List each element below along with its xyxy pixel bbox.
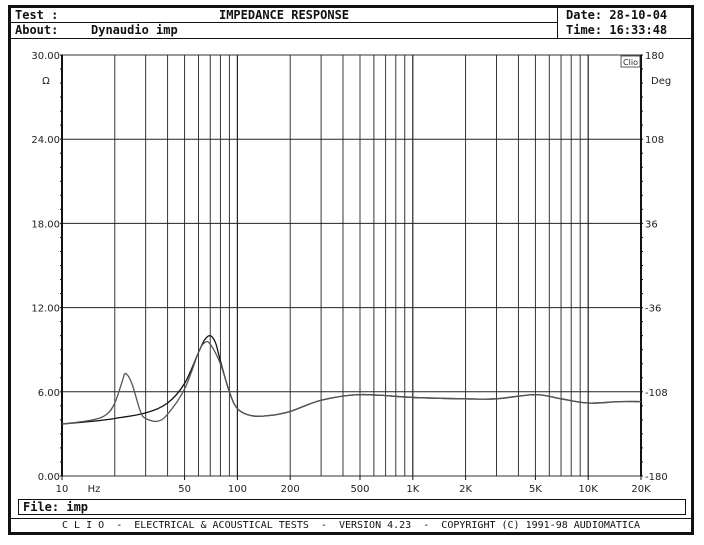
x-unit-label: Hz — [88, 484, 101, 495]
footer-banner: C L I O - ELECTRICAL & ACOUSTICAL TESTS … — [11, 518, 691, 533]
clio-badge — [620, 55, 641, 68]
series-curve-a — [61, 334, 642, 425]
y-unit-label: Ω — [42, 76, 50, 87]
date: Date: 28-10-04 — [566, 8, 668, 22]
y2-tick-label: 108 — [645, 135, 664, 146]
about-value: Dynaudio imp — [91, 23, 178, 37]
y2-tick-label: -180 — [645, 472, 668, 483]
y-tick-label: 0.00 — [38, 472, 60, 483]
x-tick-label: 20K — [631, 484, 651, 495]
x-tick-label: 2K — [459, 484, 472, 495]
y2-tick-label: 180 — [645, 51, 664, 62]
test-label: Test : — [15, 8, 59, 22]
x-tick-label: 5K — [529, 484, 542, 495]
y-tick-label: 18.00 — [31, 219, 60, 230]
file-field: File: imp — [18, 499, 686, 515]
y2-tick-label: 36 — [645, 219, 658, 230]
y2-tick-label: -36 — [645, 304, 661, 315]
header: Test : IMPEDANCE RESPONSE About: Dynaudi… — [11, 8, 691, 39]
about-label: About: — [15, 23, 59, 37]
x-tick-label: 50 — [178, 484, 191, 495]
x-tick-label: 1K — [406, 484, 419, 495]
chart-title: IMPEDANCE RESPONSE — [218, 8, 350, 22]
y-tick-label: 24.00 — [31, 135, 60, 146]
time: Time: 16:33:48 — [566, 23, 668, 37]
plot-border — [61, 54, 642, 477]
x-tick-label: 10 — [56, 484, 69, 495]
clio-window: Test : IMPEDANCE RESPONSE About: Dynaudi… — [8, 5, 694, 535]
x-tick-label: 500 — [350, 484, 369, 495]
y-tick-label: 6.00 — [38, 388, 60, 399]
clio-badge-label: Clio — [623, 58, 638, 67]
x-tick-label: 200 — [281, 484, 300, 495]
x-tick-label: 100 — [228, 484, 247, 495]
y2-tick-label: -108 — [645, 388, 668, 399]
x-tick-label: 10K — [579, 484, 599, 495]
y-tick-label: 30.00 — [31, 51, 60, 62]
y2-unit-label: Deg — [651, 76, 671, 87]
series-curve-b — [61, 340, 642, 425]
y-tick-label: 12.00 — [31, 304, 60, 315]
